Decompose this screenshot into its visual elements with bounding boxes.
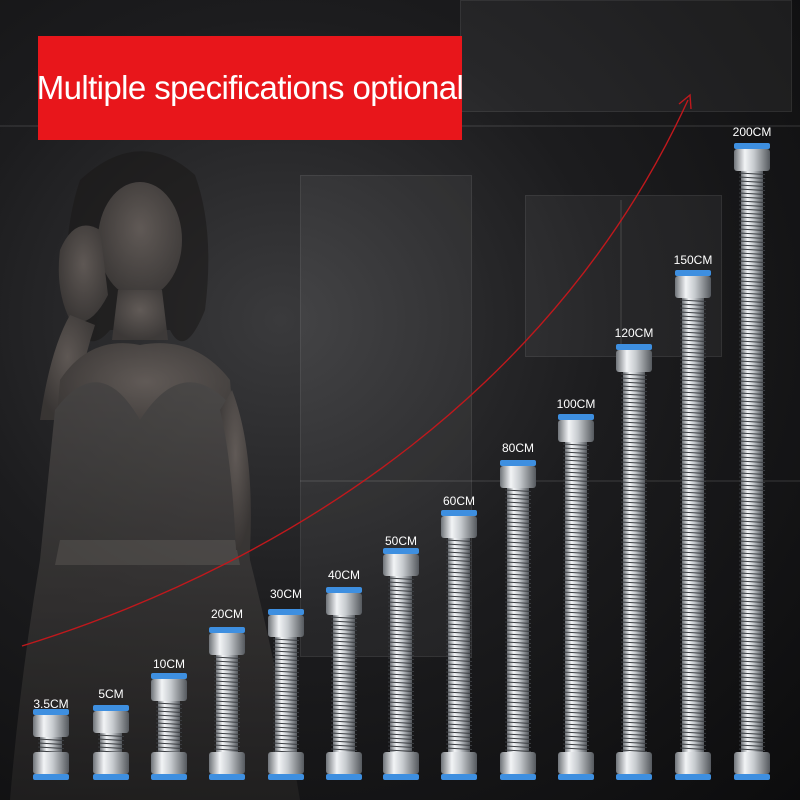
- bottom-nut: [33, 752, 69, 774]
- blue-seal-bottom: [558, 774, 594, 780]
- blue-seal-bottom: [268, 774, 304, 780]
- hose: [33, 709, 69, 780]
- bottom-nut: [441, 752, 477, 774]
- blue-seal-bottom: [383, 774, 419, 780]
- hose: [383, 548, 419, 780]
- hose: [558, 414, 594, 780]
- blue-seal-top: [616, 344, 652, 350]
- hose: [500, 460, 536, 780]
- banner-title: Multiple specifications optional: [36, 69, 464, 106]
- hose-length-label: 150CM: [673, 253, 713, 267]
- hose-length-label: 200CM: [732, 125, 772, 139]
- top-nut: [383, 554, 419, 576]
- title-banner: Multiple specifications optional: [36, 36, 464, 140]
- blue-seal-bottom: [675, 774, 711, 780]
- blue-seal-bottom: [93, 774, 129, 780]
- top-nut: [558, 420, 594, 442]
- hose: [441, 510, 477, 780]
- bottom-nut: [93, 752, 129, 774]
- blue-seal-bottom: [209, 774, 245, 780]
- hose-length-label: 80CM: [501, 441, 535, 455]
- hose: [616, 344, 652, 780]
- blue-seal-bottom: [734, 774, 770, 780]
- blue-seal-top: [33, 709, 69, 715]
- corrugated-tube: [390, 576, 412, 752]
- hose: [151, 673, 187, 780]
- blue-seal-top: [500, 460, 536, 466]
- hose-length-label: 100CM: [556, 397, 596, 411]
- blue-seal-bottom: [33, 774, 69, 780]
- blue-seal-bottom: [441, 774, 477, 780]
- top-nut: [734, 149, 770, 171]
- hose: [209, 627, 245, 780]
- blue-seal-top: [441, 510, 477, 516]
- top-nut: [441, 516, 477, 538]
- blue-seal-top: [675, 270, 711, 276]
- hose: [734, 143, 770, 780]
- blue-seal-bottom: [616, 774, 652, 780]
- blue-seal-bottom: [326, 774, 362, 780]
- top-nut: [209, 633, 245, 655]
- top-nut: [500, 466, 536, 488]
- blue-seal-top: [558, 414, 594, 420]
- bottom-nut: [151, 752, 187, 774]
- bottom-nut: [326, 752, 362, 774]
- bottom-nut: [383, 752, 419, 774]
- blue-seal-top: [734, 143, 770, 149]
- blue-seal-bottom: [151, 774, 187, 780]
- hose-length-label: 120CM: [614, 326, 654, 340]
- bottom-nut: [268, 752, 304, 774]
- bottom-nut: [500, 752, 536, 774]
- hose-length-label: 30CM: [269, 587, 303, 601]
- arrow-head: [678, 93, 692, 110]
- hose: [93, 705, 129, 780]
- bottom-nut: [558, 752, 594, 774]
- bottom-nut: [675, 752, 711, 774]
- blue-seal-top: [209, 627, 245, 633]
- top-nut: [675, 276, 711, 298]
- hose: [268, 609, 304, 780]
- hose: [326, 587, 362, 780]
- blue-seal-bottom: [500, 774, 536, 780]
- top-nut: [33, 715, 69, 737]
- bottom-nut: [209, 752, 245, 774]
- bottom-nut: [616, 752, 652, 774]
- corrugated-tube: [333, 615, 355, 752]
- hose-length-label: 5CM: [98, 687, 124, 701]
- blue-seal-top: [93, 705, 129, 711]
- blue-seal-top: [268, 609, 304, 615]
- corrugated-tube: [275, 637, 297, 752]
- hose-length-label: 3.5CM: [33, 697, 69, 711]
- top-nut: [326, 593, 362, 615]
- hose-length-label: 40CM: [327, 568, 361, 582]
- blue-seal-top: [151, 673, 187, 679]
- bottom-nut: [734, 752, 770, 774]
- hose-length-label: 20CM: [210, 607, 244, 621]
- top-nut: [268, 615, 304, 637]
- hose: [675, 270, 711, 780]
- top-nut: [616, 350, 652, 372]
- top-nut: [151, 679, 187, 701]
- blue-seal-top: [383, 548, 419, 554]
- hose-length-label: 60CM: [442, 494, 476, 508]
- top-nut: [93, 711, 129, 733]
- blue-seal-top: [326, 587, 362, 593]
- hose-length-label: 10CM: [152, 657, 186, 671]
- hose-length-label: 50CM: [384, 534, 418, 548]
- corrugated-tube: [216, 655, 238, 752]
